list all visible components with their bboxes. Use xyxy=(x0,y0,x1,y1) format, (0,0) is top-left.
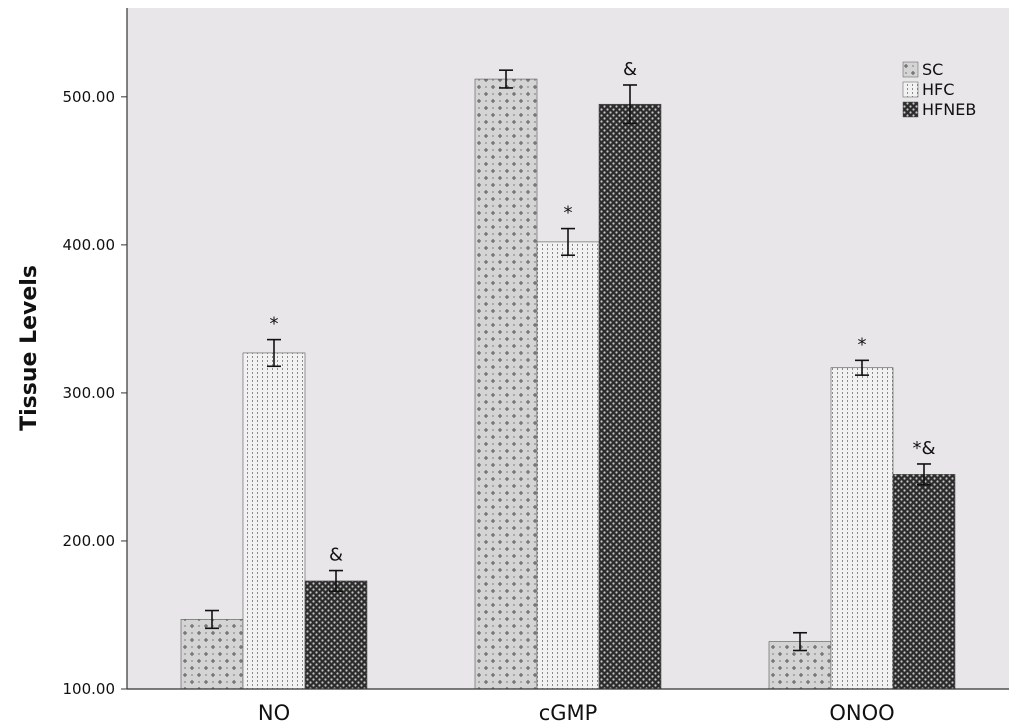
bar-hfneb-onoo xyxy=(892,474,956,690)
y-tick-label: 500.00 xyxy=(63,88,116,106)
legend-swatch-sc xyxy=(902,61,919,78)
bar-hfneb-cgmp xyxy=(598,103,662,690)
y-tick-label: 100.00 xyxy=(63,680,116,698)
bar-hfc-no xyxy=(242,352,306,690)
bar-sc-cgmp xyxy=(474,78,538,690)
legend-label-sc: SC xyxy=(922,60,943,79)
legend-swatch-hfc xyxy=(902,81,919,98)
legend-label-hfneb: HFNEB xyxy=(922,100,976,119)
legend-swatch-hfneb xyxy=(902,101,919,118)
significance-annotation: * xyxy=(858,334,867,355)
x-category-label: ONOO xyxy=(829,701,894,725)
significance-annotation: * xyxy=(564,203,573,224)
bar-sc-no xyxy=(180,619,244,690)
significance-annotation: * xyxy=(270,314,279,335)
significance-annotation: & xyxy=(329,545,343,566)
y-tick-label: 300.00 xyxy=(63,384,116,402)
bar-hfc-onoo xyxy=(830,367,894,690)
bar-hfneb-no xyxy=(304,580,368,690)
x-category-label: NO xyxy=(258,701,290,725)
y-tick-label: 200.00 xyxy=(63,532,116,550)
y-tick-label: 400.00 xyxy=(63,236,116,254)
legend-label-hfc: HFC xyxy=(922,80,954,99)
significance-annotation: *& xyxy=(912,438,935,459)
x-category-label: cGMP xyxy=(539,701,598,725)
bar-hfc-cgmp xyxy=(536,241,600,690)
significance-annotation: & xyxy=(623,59,637,80)
y-axis-label: Tissue Levels xyxy=(17,265,42,431)
